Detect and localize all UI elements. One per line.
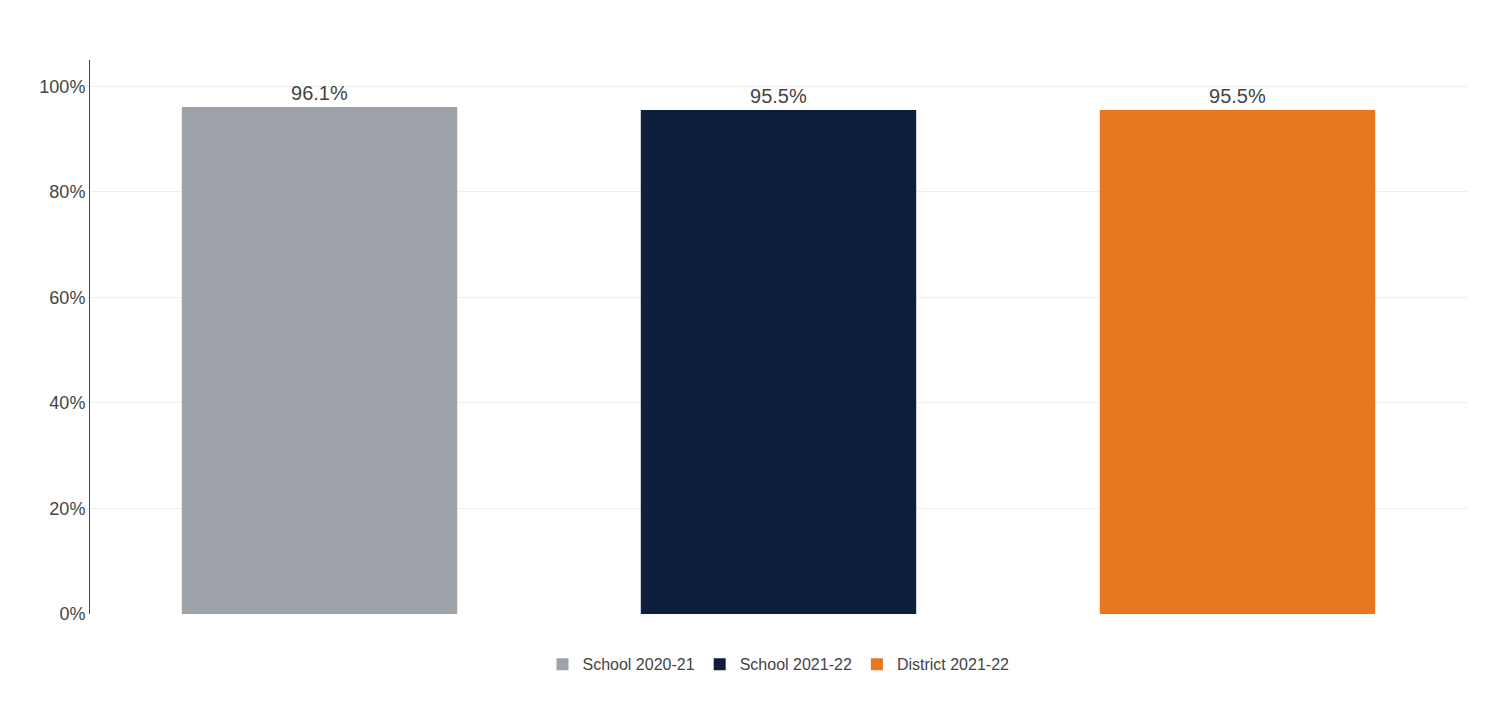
svg-text:95.5%: 95.5%: [1209, 85, 1266, 107]
svg-text:96.1%: 96.1%: [291, 82, 348, 104]
svg-text:60%: 60%: [49, 288, 85, 308]
svg-text:20%: 20%: [49, 499, 85, 519]
svg-text:100%: 100%: [39, 77, 85, 97]
svg-text:District 2021-22: District 2021-22: [897, 656, 1009, 673]
svg-text:40%: 40%: [49, 393, 85, 413]
svg-text:80%: 80%: [49, 182, 85, 202]
svg-text:School 2020-21: School 2020-21: [583, 656, 695, 673]
svg-text:0%: 0%: [59, 604, 85, 624]
svg-text:95.5%: 95.5%: [750, 85, 807, 107]
svg-text:School 2021-22: School 2021-22: [740, 656, 852, 673]
